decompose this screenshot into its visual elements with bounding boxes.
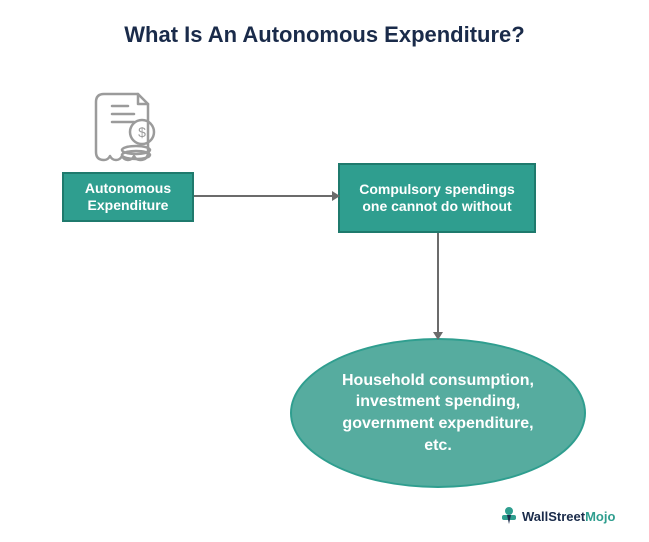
- arrow-definition-to-examples: [437, 233, 439, 332]
- arrowhead-right-icon: [332, 191, 340, 201]
- page-title: What Is An Autonomous Expenditure?: [0, 22, 649, 48]
- arrow-source-to-definition: [194, 195, 332, 197]
- document-money-icon: $: [86, 88, 168, 166]
- node-definition: Compulsory spendings one cannot do witho…: [338, 163, 536, 233]
- logo-text-b: Mojo: [585, 509, 615, 524]
- logo-text-a: WallStreet: [522, 509, 585, 524]
- svg-text:$: $: [138, 124, 146, 140]
- logo-mascot-icon: [500, 506, 518, 526]
- node-autonomous-expenditure: Autonomous Expenditure: [62, 172, 194, 222]
- wallstreetmojo-logo: WallStreetMojo: [500, 506, 615, 526]
- arrowhead-down-icon: [433, 332, 443, 340]
- node-examples: Household consumption, investment spendi…: [290, 338, 586, 488]
